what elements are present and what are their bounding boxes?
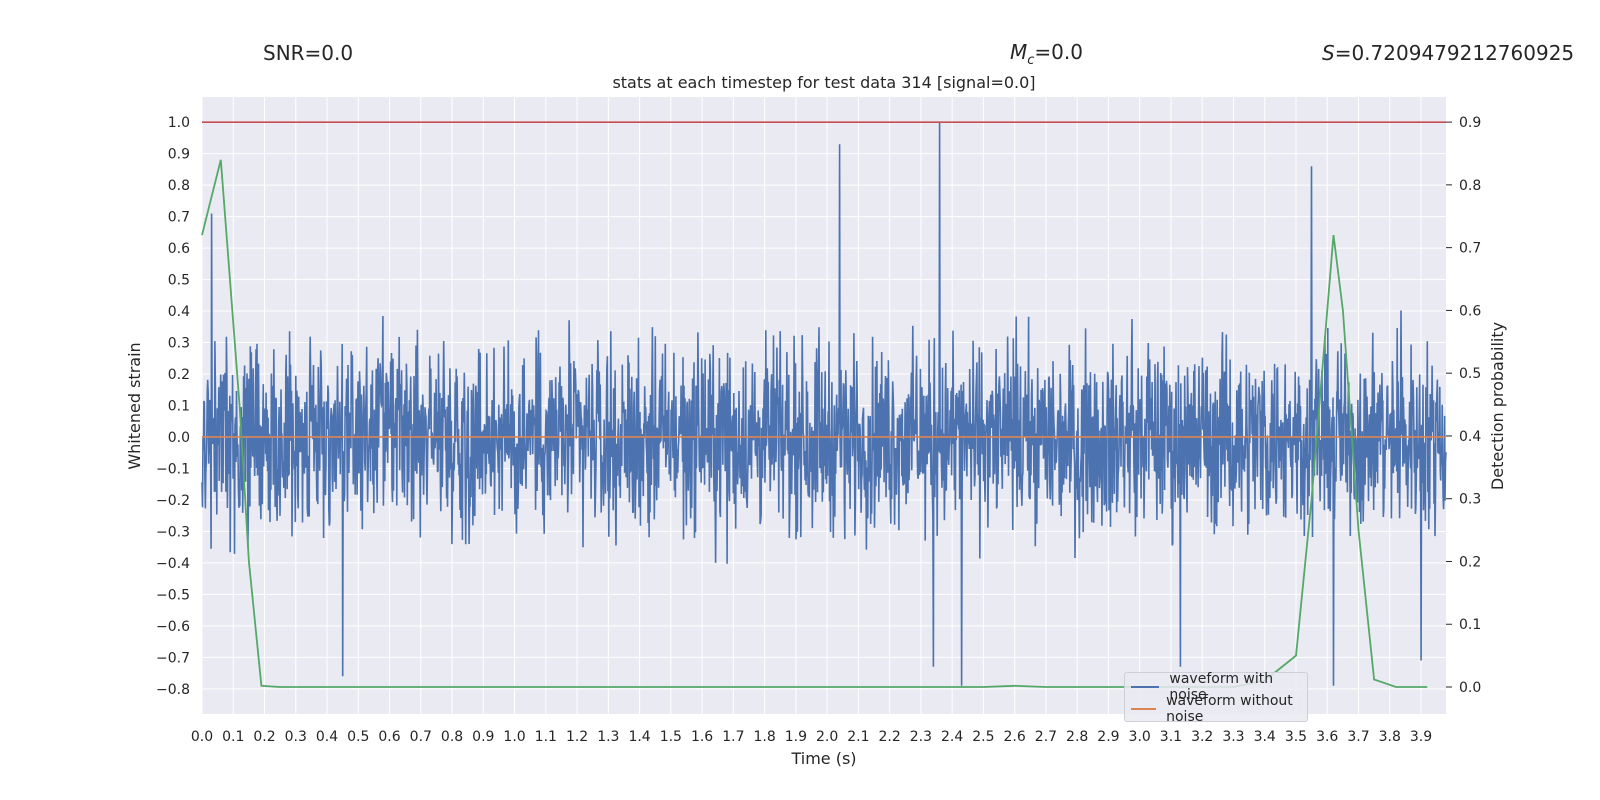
legend-item-noisy: waveform with noise xyxy=(1131,671,1307,703)
x-tick-label: 3.6 xyxy=(1316,729,1338,745)
x-tick-label: 3.4 xyxy=(1254,729,1276,745)
x-tick-label: 2.8 xyxy=(1066,729,1088,745)
x-tick-label: 2.0 xyxy=(816,729,838,745)
x-tick-label: 2.3 xyxy=(910,729,932,745)
y-tick-label: 0.5 xyxy=(168,273,190,289)
y-tick-label: −0.1 xyxy=(156,461,190,477)
legend-label-clean: waveform without noise xyxy=(1166,693,1293,725)
y2-tick-label: 0.9 xyxy=(1459,115,1481,131)
x-tick-label: 3.9 xyxy=(1410,729,1432,745)
mc-value: =0.0 xyxy=(1034,40,1083,64)
y-tick-label: −0.2 xyxy=(156,493,190,509)
x-tick-label: 3.3 xyxy=(1222,729,1244,745)
x-tick-label: 0.6 xyxy=(378,729,400,745)
x-tick-label: 3.7 xyxy=(1347,729,1369,745)
x-tick-label: 1.0 xyxy=(503,729,525,745)
x-tick-label: 1.7 xyxy=(722,729,744,745)
series-waveform-with-noise xyxy=(201,122,1447,686)
x-tick-label: 1.3 xyxy=(597,729,619,745)
legend-swatch-noisy xyxy=(1131,686,1160,688)
probability-line xyxy=(201,159,1428,688)
x-tick-label: 2.6 xyxy=(1004,729,1026,745)
legend-swatch-clean xyxy=(1131,708,1157,710)
x-tick-label: 2.2 xyxy=(879,729,901,745)
legend-item-clean: waveform without noise xyxy=(1131,693,1307,725)
snr-label: SNR=0.0 xyxy=(263,41,354,65)
y-tick-label: −0.3 xyxy=(156,524,190,540)
x-tick-label: 0.9 xyxy=(472,729,494,745)
x-tick-label: 3.2 xyxy=(1191,729,1213,745)
y-tick-label: −0.6 xyxy=(156,619,190,635)
x-tick-label: 0.0 xyxy=(191,729,213,745)
x-tick-label: 2.5 xyxy=(972,729,994,745)
chart-title: stats at each timestep for test data 314… xyxy=(612,73,1035,92)
x-tick-label: 2.1 xyxy=(847,729,869,745)
x-tick-label: 0.1 xyxy=(222,729,244,745)
y-tick-label: 0.7 xyxy=(168,210,190,226)
y2-tick-label: 0.0 xyxy=(1459,680,1481,696)
y-tick-label: −0.5 xyxy=(156,587,190,603)
x-tick-label: 0.7 xyxy=(410,729,432,745)
x-tick-label: 1.8 xyxy=(753,729,775,745)
y-tick-label: 0.6 xyxy=(168,241,190,257)
x-tick-label: 0.4 xyxy=(316,729,338,745)
x-tick-label: 0.2 xyxy=(253,729,275,745)
y2-tick-label: 0.2 xyxy=(1459,554,1481,570)
x-tick-label: 1.2 xyxy=(566,729,588,745)
y-tick-label: 1.0 xyxy=(168,115,190,131)
x-tick-label: 1.4 xyxy=(628,729,650,745)
legend: waveform with noise waveform without noi… xyxy=(1124,671,1308,725)
y-tick-label: 0.2 xyxy=(168,367,190,383)
x-tick-label: 3.5 xyxy=(1285,729,1307,745)
y2-tick-label: 0.8 xyxy=(1459,178,1481,194)
x-tick-label: 1.5 xyxy=(660,729,682,745)
series-detection-probability xyxy=(201,159,1428,688)
s-value: =0.7209479212760925 xyxy=(1334,41,1575,65)
mc-subscript: c xyxy=(1027,53,1035,68)
noisy-waveform-line xyxy=(201,122,1447,686)
y2-tick-label: 0.1 xyxy=(1459,617,1481,633)
y-tick-label: 0.1 xyxy=(168,399,190,415)
y-tick-label: 0.8 xyxy=(168,178,190,194)
y-tick-label: 0.4 xyxy=(168,304,190,320)
x-tick-label: 1.9 xyxy=(785,729,807,745)
y-tick-label: −0.4 xyxy=(156,556,190,572)
s-label: S=0.7209479212760925 xyxy=(1322,41,1574,65)
mc-label: Mc=0.0 xyxy=(1010,40,1083,68)
y-tick-label: 0.9 xyxy=(168,147,190,163)
x-tick-label: 2.9 xyxy=(1097,729,1119,745)
x-tick-label: 1.1 xyxy=(535,729,557,745)
x-tick-label: 0.3 xyxy=(285,729,307,745)
x-tick-label: 0.8 xyxy=(441,729,463,745)
y2-tick-label: 0.5 xyxy=(1459,366,1481,382)
x-tick-label: 3.1 xyxy=(1160,729,1182,745)
y-tick-label: −0.7 xyxy=(156,650,190,666)
x-tick-label: 2.7 xyxy=(1035,729,1057,745)
x-ticks: 0.0 0.1 0.2 0.3 0.4 0.5 0.6 0.7 0.8 0.9 1.0 1.1 1.2 1… xyxy=(191,729,1432,745)
y-ticks: 1.0 0.9 0.8 0.7 0.6 0.5 0.4 0.3 0.2 0.1 0.0 −0.1 −0.… xyxy=(156,115,190,698)
mc-symbol: M xyxy=(1010,40,1028,64)
y2-axis-label: Detection probability xyxy=(1488,322,1507,490)
x-tick-label: 2.4 xyxy=(941,729,963,745)
legend-label-noisy: waveform with noise xyxy=(1169,671,1274,703)
y2-tick-label: 0.6 xyxy=(1459,303,1481,319)
y-tick-label: 0.0 xyxy=(168,430,190,446)
x-tick-label: 3.8 xyxy=(1379,729,1401,745)
y-tick-label: 0.3 xyxy=(168,336,190,352)
x-tick-label: 1.6 xyxy=(691,729,713,745)
y-tick-label: −0.8 xyxy=(156,682,190,698)
y2-tick-label: 0.4 xyxy=(1459,429,1481,445)
s-symbol: S xyxy=(1322,41,1335,65)
y2-tick-label: 0.3 xyxy=(1459,492,1481,508)
y2-ticks: 0.9 0.8 0.7 0.6 0.5 0.4 0.3 0.2 0.1 0.0 xyxy=(1446,115,1481,696)
y2-tick-label: 0.7 xyxy=(1459,241,1481,257)
x-axis-label: Time (s) xyxy=(790,749,856,768)
y-axis-label: Whitened strain xyxy=(125,342,144,469)
x-tick-label: 3.0 xyxy=(1129,729,1151,745)
x-tick-label: 0.5 xyxy=(347,729,369,745)
